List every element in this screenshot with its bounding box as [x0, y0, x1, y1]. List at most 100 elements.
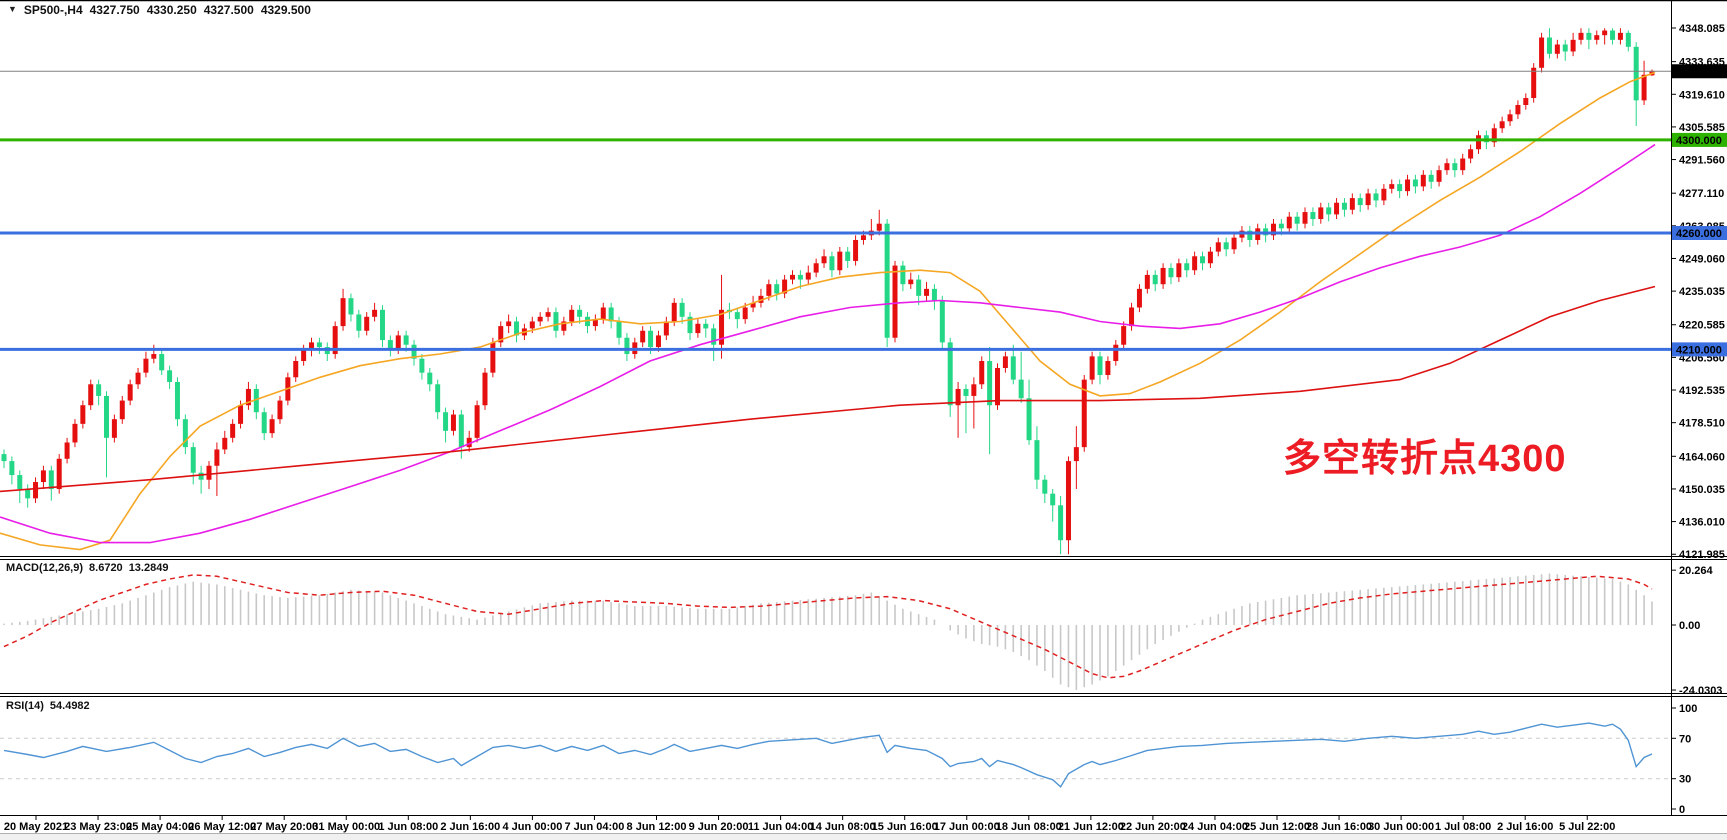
candle-body: [33, 482, 39, 499]
candle-body: [1097, 356, 1103, 375]
price-label-box: [1672, 64, 1727, 79]
macd-signal-line: [3, 574, 1653, 679]
candle-body: [340, 298, 346, 327]
candle-body: [655, 335, 661, 348]
candle-body: [1247, 230, 1253, 240]
candle-body: [1105, 361, 1111, 375]
candle-body: [1270, 223, 1276, 236]
candle-body: [1397, 184, 1403, 192]
candle-body: [1310, 212, 1316, 220]
candle-body: [88, 384, 94, 406]
axis-label: 4210.000: [1676, 344, 1722, 356]
candle-body: [364, 316, 370, 331]
ohlc-low: 4327.500: [203, 3, 254, 17]
candle-body: [127, 384, 133, 401]
candle-body: [577, 309, 583, 317]
axis-label: 0.00: [1679, 620, 1700, 632]
time-label: 14 Jun 08:00: [810, 821, 876, 833]
time-label: 27 May 20:00: [250, 821, 318, 833]
candle-body: [1546, 37, 1552, 54]
candle-body: [56, 458, 62, 490]
candle-body: [600, 307, 606, 320]
candle-body: [1184, 263, 1190, 271]
candle-body: [490, 342, 496, 373]
ma-fast-orange: [0, 71, 1656, 551]
candle-body: [829, 256, 835, 271]
time-label: 21 Jun 12:00: [1058, 821, 1124, 833]
time-label: 20 May 2021: [4, 821, 68, 833]
candle-body: [1610, 30, 1616, 40]
rsi-line: [3, 722, 1653, 788]
macd-indicator-label: MACD(12,26,9) 8.6720 13.2849: [6, 562, 168, 574]
candle-body: [269, 419, 275, 434]
candle-body: [616, 321, 622, 338]
candle-body: [1491, 128, 1497, 143]
axis-label: 4319.610: [1679, 89, 1725, 101]
candle-body: [1, 454, 7, 462]
rsi-name: RSI(14): [6, 700, 44, 712]
ohlc-high: 4330.250: [146, 3, 197, 17]
candle-body: [1578, 32, 1584, 40]
candle-body: [537, 316, 543, 322]
candle-body: [805, 272, 811, 280]
candle-body: [813, 263, 819, 273]
price-label-box: [1672, 132, 1727, 147]
axis-label: 4348.085: [1679, 23, 1725, 35]
trend-annotation: 多空转折点4300: [1283, 438, 1567, 480]
price-label-box: [1672, 342, 1727, 357]
candle-body: [238, 405, 244, 424]
candle-body: [293, 361, 299, 378]
candle-body: [790, 274, 795, 280]
candle-body: [1452, 163, 1458, 171]
axis-label: 4192.535: [1679, 385, 1725, 397]
candle-body: [119, 400, 125, 420]
price-label-box: [1672, 226, 1727, 241]
time-label: 30 Jun 00:00: [1368, 821, 1434, 833]
time-label: 1 Jul 08:00: [1435, 821, 1491, 833]
candle-body: [884, 223, 890, 338]
candle-body: [482, 372, 488, 406]
candle-body: [301, 349, 307, 362]
candle-body: [1499, 121, 1505, 129]
candle-body: [261, 412, 267, 434]
candle-body: [348, 298, 354, 315]
rsi-value: 54.4982: [49, 700, 90, 712]
candle-body: [1144, 274, 1150, 289]
candle-body: [1602, 30, 1608, 36]
candle-body: [1042, 479, 1048, 494]
candle-body: [584, 316, 590, 327]
time-label: 22 Jun 20:00: [1120, 821, 1186, 833]
candle-body: [860, 235, 866, 240]
axis-label: 70: [1679, 733, 1691, 745]
axis-label: 4300.000: [1676, 135, 1722, 147]
candle-body: [182, 419, 188, 448]
candle-body: [1468, 149, 1474, 159]
axis-label: 4291.560: [1679, 155, 1725, 167]
candle-body: [277, 400, 283, 420]
candle-body: [624, 337, 630, 355]
candle-body: [1002, 356, 1008, 368]
candle-body: [900, 265, 906, 285]
time-label: 7 Jun 04:00: [564, 821, 624, 833]
triangle-down-icon[interactable]: ▼: [8, 4, 17, 14]
candle-body: [1405, 179, 1411, 192]
candle-body: [151, 354, 157, 359]
candle-body: [1412, 179, 1418, 187]
candle-body: [253, 388, 259, 413]
candle-body: [1058, 505, 1064, 541]
axis-label: 4150.035: [1679, 484, 1725, 496]
axis-label: -24.0303: [1679, 685, 1722, 697]
candle-body: [1302, 212, 1308, 224]
candle-body: [1081, 379, 1087, 448]
candle-body: [1326, 207, 1332, 215]
candle-body: [1231, 237, 1237, 250]
candle-body: [309, 342, 315, 350]
candle-body: [1034, 440, 1040, 480]
candle-body: [1089, 356, 1095, 380]
candle-body: [230, 423, 236, 438]
candle-body: [987, 361, 993, 406]
candle-body: [671, 302, 677, 322]
